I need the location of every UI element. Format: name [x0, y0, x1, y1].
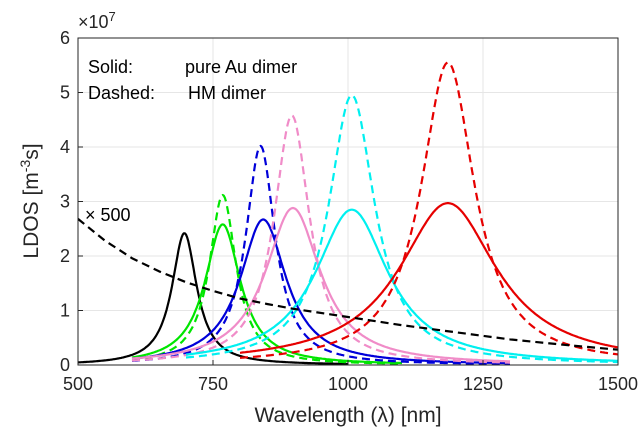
- legend-solid-key: Solid:: [88, 57, 133, 77]
- x-tick-label: 750: [198, 374, 228, 394]
- x-tick-label: 500: [63, 374, 93, 394]
- y-axis-label: LDOS [m-3s]: [17, 143, 43, 258]
- exponent-superscript: 7: [109, 9, 116, 24]
- series-layer: [78, 61, 618, 365]
- exponent-base: ×10: [78, 12, 109, 32]
- y-axis-label-main: LDOS [m: [20, 172, 43, 258]
- blue-solid-series-line: [131, 218, 510, 365]
- x-tick-label: 1250: [463, 374, 503, 394]
- cyan-solid-series-line: [185, 208, 618, 362]
- legend-solid-value: pure Au dimer: [185, 57, 297, 77]
- y-axis-label-superscript: -3: [17, 160, 33, 173]
- red-solid-series-line: [239, 202, 618, 354]
- black-dashed-series-line: [78, 218, 618, 351]
- legend-dashed-value: HM dimer: [188, 83, 266, 103]
- black-solid-series-line: [78, 232, 348, 365]
- green-dashed-series-line: [131, 193, 402, 365]
- y-tick-label: 4: [60, 137, 70, 157]
- y-tick-label: 0: [60, 355, 70, 375]
- y-tick-label: 6: [60, 28, 70, 48]
- legend-dashed-key: Dashed:: [88, 83, 155, 103]
- y-tick-label: 2: [60, 246, 70, 266]
- x-tick-label: 1500: [598, 374, 638, 394]
- x-axis-ticks: 500 750 1000 1250 1500: [63, 360, 638, 394]
- scale-annotation: × 500: [85, 205, 131, 225]
- cyan-dashed-series-line: [185, 94, 618, 364]
- y-axis-label-tail: s]: [20, 143, 43, 159]
- blue-dashed-series-line: [131, 144, 510, 365]
- exponent-label: ×107: [78, 9, 116, 32]
- y-axis-ticks: 0 1 2 3 4 5 6: [60, 28, 83, 375]
- y-tick-label: 3: [60, 192, 70, 212]
- y-tick-label: 1: [60, 301, 70, 321]
- x-axis-label: Wavelength (λ) [nm]: [254, 404, 441, 427]
- x-tick-label: 1000: [328, 374, 368, 394]
- red-dashed-series-line: [240, 61, 618, 359]
- y-tick-label: 5: [60, 83, 70, 103]
- pink-dashed-series-line: [132, 114, 510, 364]
